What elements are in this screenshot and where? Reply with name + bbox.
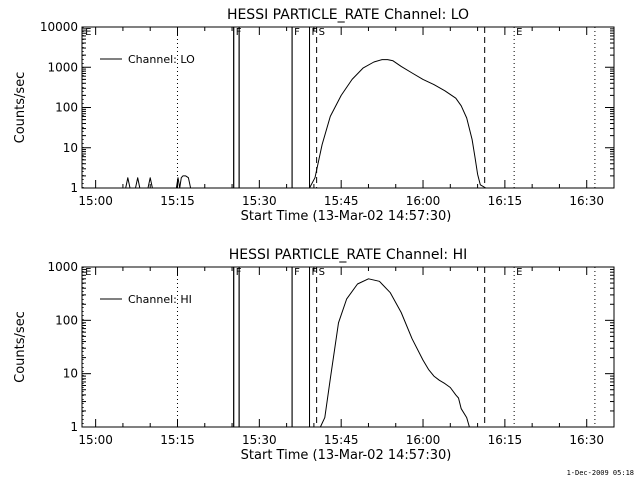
y-axis-label: Counts/sec — [13, 72, 28, 144]
x-tick-label: 16:30 — [569, 433, 604, 447]
x-tick-label: 16:15 — [488, 194, 523, 208]
plot-frame — [81, 266, 615, 428]
chart-title: HESSI PARTICLE_RATE Channel: HI — [229, 247, 467, 263]
chart-panel-1: HESSI PARTICLE_RATE Channel: LO 15:00 15:1… — [13, 7, 615, 224]
x-axis-label: Start Time (13-Mar-02 14:57:30) — [241, 448, 452, 463]
y-tick-label: 1 — [70, 181, 78, 195]
chart-title: HESSI PARTICLE_RATE Channel: LO — [227, 7, 469, 23]
y-tick-label: 100 — [55, 101, 78, 115]
y-tick-label: 10000 — [40, 20, 78, 34]
x-tick-label: 15:00 — [78, 433, 113, 447]
y-tick-label: 100 — [55, 313, 78, 327]
x-tick-label: 15:45 — [324, 194, 359, 208]
x-tick-label: 16:15 — [488, 433, 523, 447]
y-tick-label: 1000 — [47, 60, 78, 74]
x-tick-label: 16:00 — [406, 433, 441, 447]
event-marker-label: F — [294, 267, 300, 278]
x-tick-label: 15:30 — [242, 433, 277, 447]
event-marker-label: E — [85, 27, 91, 38]
chart-panel-2: HESSI PARTICLE_RATE Channel: HI 15:00 15:1… — [13, 247, 615, 463]
plot-frame — [81, 26, 615, 189]
event-marker-label: E — [516, 267, 522, 278]
x-tick-label: 16:00 — [406, 194, 441, 208]
x-tick-label: 15:15 — [160, 194, 195, 208]
event-marker-label: F — [312, 267, 318, 278]
y-tick-label: 1 — [70, 420, 78, 434]
legend-label: Channel: LO — [128, 53, 195, 66]
series-line-1 — [82, 26, 487, 189]
footer-timestamp: 1-Dec-2009 05:18 — [566, 469, 634, 477]
y-tick-label: 10 — [63, 367, 78, 381]
y-tick-label: 10 — [63, 141, 78, 155]
event-marker-label: F — [294, 27, 300, 38]
event-marker-label: S — [319, 27, 325, 38]
x-tick-label: 15:15 — [160, 433, 195, 447]
x-axis-label: Start Time (13-Mar-02 14:57:30) — [241, 209, 452, 224]
y-axis-label: Counts/sec — [13, 311, 28, 383]
legend-label: Channel: HI — [128, 293, 192, 306]
event-marker-label: E — [516, 27, 522, 38]
y-tick-label: 1000 — [47, 260, 78, 274]
x-tick-label: 15:00 — [78, 194, 113, 208]
event-marker-label: E — [85, 267, 91, 278]
x-tick-label: 15:30 — [242, 194, 277, 208]
event-marker-label: S — [319, 267, 325, 278]
x-tick-label: 16:30 — [569, 194, 604, 208]
event-marker-label: F — [312, 27, 318, 38]
series-line-1 — [82, 266, 470, 428]
x-tick-label: 15:45 — [324, 433, 359, 447]
